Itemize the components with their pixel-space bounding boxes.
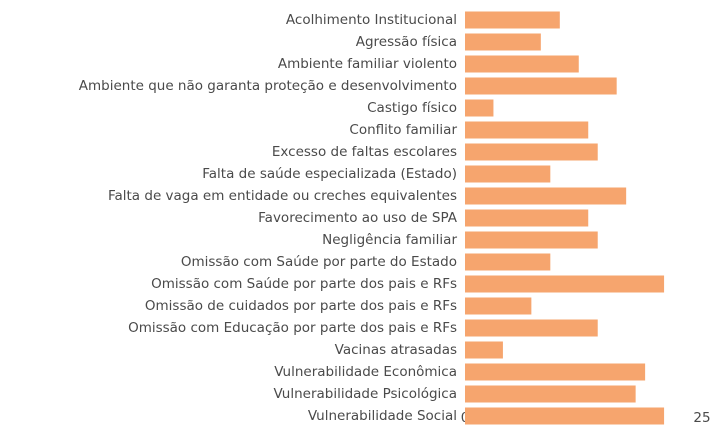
- bar: [465, 341, 503, 359]
- bar: [465, 319, 598, 337]
- bar: [465, 187, 627, 205]
- y-tick-label: Ambiente que não garanta proteção e dese…: [79, 78, 457, 94]
- y-tick-label: Omissão com Saúde por parte do Estado: [181, 254, 457, 270]
- y-tick-label: Vulnerabilidade Social: [308, 408, 457, 424]
- y-tick-label: Vulnerabilidade Econômica: [274, 364, 457, 380]
- bar: [465, 11, 560, 29]
- y-tick-label: Omissão de cuidados por parte dos pais e…: [145, 298, 457, 314]
- y-tick-label: Omissão com Educação por parte dos pais …: [128, 320, 457, 336]
- y-tick-label: Falta de vaga em entidade ou creches equ…: [108, 188, 457, 204]
- y-tick-label: Acolhimento Institucional: [286, 12, 457, 28]
- bar: [465, 121, 589, 139]
- y-tick-label: Castigo físico: [367, 100, 457, 116]
- bar: [465, 55, 579, 73]
- bar: [465, 385, 636, 403]
- bar: [465, 407, 665, 425]
- bar: [465, 253, 551, 271]
- bar: [465, 165, 551, 183]
- bar: [465, 231, 598, 249]
- bar: [465, 363, 646, 381]
- bar: [465, 209, 589, 227]
- y-tick-label: Ambiente familiar violento: [278, 56, 457, 72]
- bar: [465, 143, 598, 161]
- bar: [465, 297, 532, 315]
- y-tick-label: Agressão física: [356, 34, 457, 50]
- y-tick-label: Omissão com Saúde por parte dos pais e R…: [151, 276, 457, 292]
- bar: [465, 275, 665, 293]
- y-tick-label: Falta de saúde especializada (Estado): [202, 166, 457, 182]
- x-tick-label: 25: [693, 410, 710, 426]
- y-tick-label: Favorecimento ao uso de SPA: [258, 210, 458, 226]
- y-tick-label: Excesso de faltas escolares: [272, 144, 457, 160]
- y-tick-label: Negligência familiar: [322, 232, 457, 248]
- bar: [465, 99, 494, 117]
- y-tick-label: Vacinas atrasadas: [335, 342, 457, 358]
- y-tick-label: Vulnerabilidade Psicológica: [273, 386, 457, 402]
- y-tick-label: Conflito familiar: [349, 122, 457, 138]
- bar: [465, 77, 617, 95]
- bar: [465, 33, 541, 51]
